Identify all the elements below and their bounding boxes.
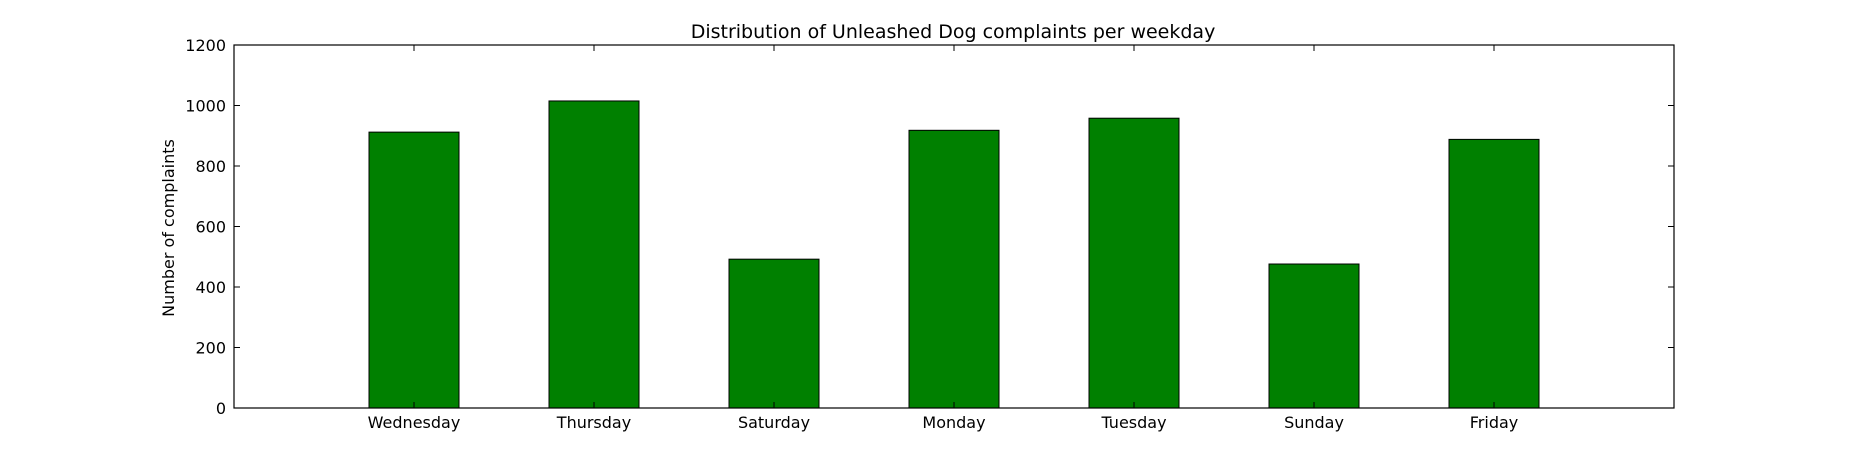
x-tick-label: Tuesday [1100, 413, 1166, 432]
bar-saturday [728, 258, 820, 409]
x-tick-label: Friday [1470, 413, 1519, 432]
y-axis-label: Number of complaints [159, 139, 178, 317]
bar-monday [908, 129, 1000, 409]
y-tick-label: 600 [195, 218, 226, 237]
y-tick-label: 800 [195, 157, 226, 176]
bar-tuesday [1088, 117, 1180, 409]
chart-title: Distribution of Unleashed Dog complaints… [691, 21, 1216, 43]
x-tick-label: Sunday [1284, 413, 1344, 432]
bar-friday [1448, 138, 1540, 409]
y-tick-label: 200 [195, 339, 226, 358]
ticks-group: Wednesday Thursday Saturday Monday Tuesday Su… [185, 36, 1674, 432]
bar-sunday [1268, 263, 1360, 409]
x-tick-label: Thursday [556, 413, 631, 432]
y-tick-label: 400 [195, 278, 226, 297]
y-tick-label: 0 [216, 399, 226, 418]
plot-frame [233, 44, 1675, 409]
bar-wednesday [368, 131, 460, 409]
x-tick-label: Saturday [738, 413, 810, 432]
bars-group [368, 100, 1540, 409]
y-tick-label: 1000 [185, 97, 226, 116]
y-tick-label: 1200 [185, 36, 226, 55]
bar-thursday [548, 100, 640, 409]
x-tick-label: Monday [922, 413, 985, 432]
x-tick-label: Wednesday [368, 413, 461, 432]
